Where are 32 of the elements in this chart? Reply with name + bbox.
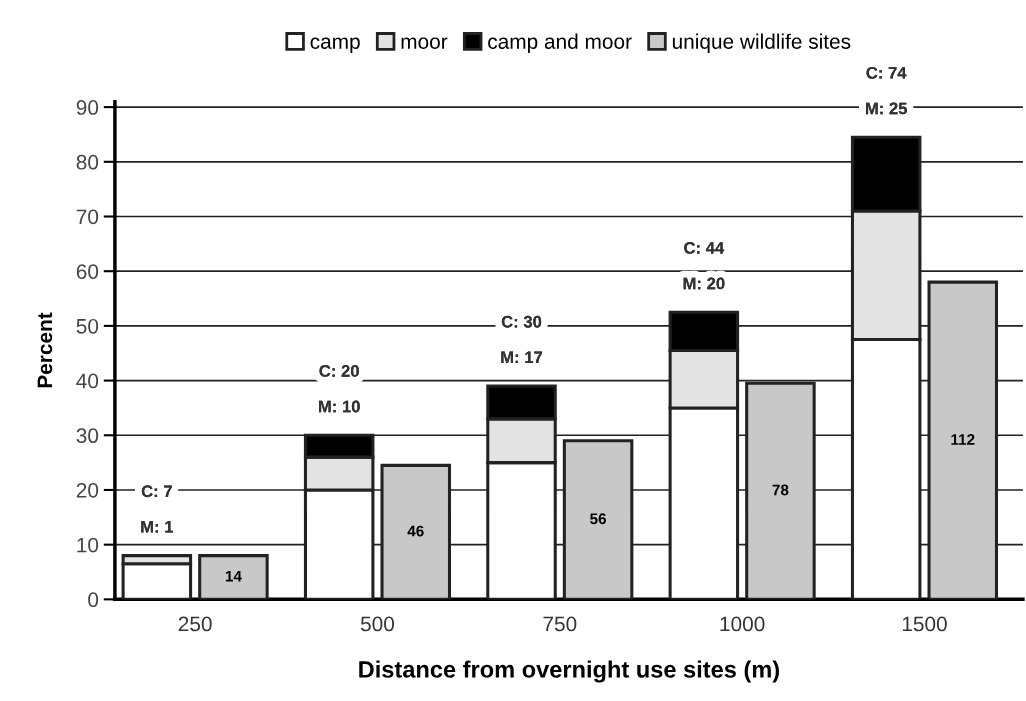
y-tick-label: 90 (76, 100, 99, 115)
x-axis-title: Distance from overnight use sites (m) (359, 660, 779, 683)
x-tick-label: 250 (178, 616, 212, 632)
y-tick-label: 70 (76, 209, 99, 225)
legend-label: camp (310, 37, 360, 54)
y-axis-title: Percent (37, 312, 53, 388)
y-tick-label: 80 (76, 154, 99, 170)
x-tick-label: 500 (360, 616, 395, 632)
annotation: M: 10 (318, 400, 360, 413)
annotation: C: 44 (684, 241, 725, 254)
y-tick-label: 40 (76, 373, 99, 389)
annotation: 46 (407, 525, 424, 537)
y-tick-label: 50 (76, 318, 99, 334)
text: unique wildlife sites (672, 33, 851, 54)
annotation: 14 (225, 570, 242, 582)
x-tick-label: 1000 (720, 616, 765, 632)
annotation: 78 (772, 484, 789, 496)
annotation: 56 (590, 513, 607, 525)
annotation: M: 1 (141, 521, 174, 533)
y-tick-label: 10 (77, 537, 99, 553)
legend-label: moor (401, 37, 448, 49)
annotation: C: 30 (501, 315, 542, 328)
annotation: 112 (951, 434, 975, 445)
legend-label: camp and moor (488, 33, 632, 54)
x-tick-label: 750 (543, 616, 577, 632)
y-tick-label: 30 (76, 428, 99, 444)
y-tick-label: 60 (76, 264, 99, 279)
y-tick-label: 0 (88, 592, 99, 608)
annotation: M: 17 (501, 351, 543, 364)
x-tick-label: 1500 (902, 616, 947, 632)
y-tick-label: 20 (76, 482, 99, 498)
text: C: 74 (866, 66, 907, 79)
